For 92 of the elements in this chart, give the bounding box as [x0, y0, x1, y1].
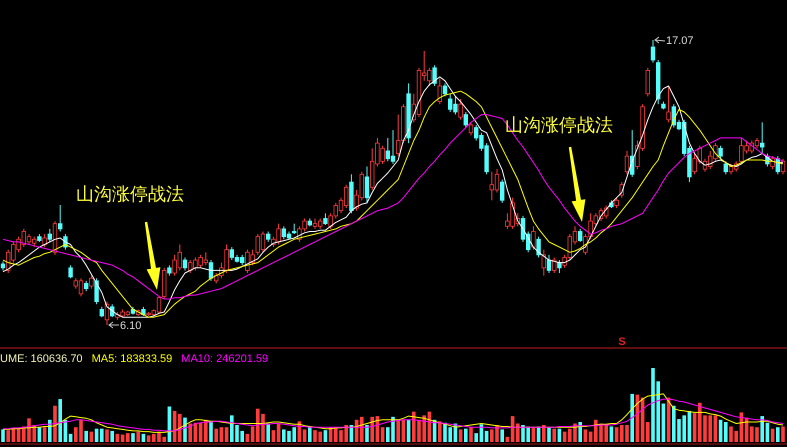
bar: [131, 433, 135, 442]
bar: [630, 394, 634, 442]
candlestick: [724, 160, 728, 175]
bar: [781, 426, 785, 442]
annotation: 山沟涨停战法: [505, 115, 613, 135]
bar: [438, 421, 442, 442]
bar: [209, 422, 213, 442]
bar: [142, 434, 146, 442]
bar: [365, 424, 369, 442]
bar: [84, 430, 88, 442]
bar: [469, 427, 473, 442]
bar: [183, 418, 187, 442]
text: MA5: 183833.59: [92, 353, 172, 365]
bar: [776, 427, 780, 442]
bar: [1, 429, 5, 442]
bar: [324, 430, 328, 442]
bar: [116, 434, 120, 442]
bar: [547, 427, 551, 442]
bar: [136, 432, 140, 442]
candlestick: [552, 256, 556, 274]
candlestick: [666, 85, 671, 123]
bar: [532, 427, 536, 442]
bar: [42, 427, 46, 442]
candlestick: [614, 197, 619, 209]
candlestick: [42, 234, 47, 248]
candlestick: [182, 256, 188, 271]
annotation: 山沟涨停战法: [76, 184, 184, 204]
bar: [38, 427, 42, 442]
candlestick: [624, 150, 630, 175]
bar: [406, 420, 410, 442]
candlestick: [292, 223, 296, 235]
candlestick: [89, 275, 94, 290]
candlestick: [468, 122, 474, 136]
annotation: 17.07: [666, 35, 694, 47]
bar: [584, 429, 588, 442]
bar: [53, 406, 57, 442]
candlestick: [84, 280, 88, 292]
candlestick: [500, 179, 504, 204]
bar: [350, 424, 354, 442]
candlestick: [0, 260, 6, 271]
candlestick: [58, 204, 62, 232]
bar: [308, 427, 312, 442]
bar: [552, 428, 556, 442]
candlestick: [718, 145, 723, 160]
bar: [68, 434, 72, 442]
bar: [536, 426, 540, 442]
candlestick: [266, 230, 270, 242]
candlestick: [364, 166, 370, 204]
bar: [542, 424, 546, 442]
text: UME: 160636.70: [0, 353, 83, 365]
candlestick: [536, 236, 541, 258]
candlestick: [650, 40, 656, 64]
bar: [458, 429, 462, 442]
candlestick: [464, 111, 468, 128]
bar: [506, 436, 510, 442]
bar: [105, 429, 109, 442]
candlestick: [760, 122, 764, 154]
bar: [636, 394, 640, 442]
bar: [276, 424, 280, 442]
bar: [610, 426, 614, 442]
candlestick: [323, 212, 328, 226]
bar: [302, 429, 306, 442]
annotation: 6.10: [120, 320, 142, 332]
candlestick: [432, 64, 437, 86]
bar: [770, 428, 774, 442]
text: MA10: 246201.59: [181, 353, 268, 365]
candlestick: [646, 67, 650, 97]
bar: [168, 406, 172, 442]
bar: [246, 434, 250, 442]
bar: [500, 429, 504, 442]
candlestick: [531, 226, 536, 250]
text: S: [618, 336, 626, 348]
bar: [464, 428, 468, 442]
candlestick: [438, 78, 442, 105]
candlestick: [578, 228, 582, 242]
bar: [666, 398, 670, 442]
candlestick: [458, 98, 463, 120]
bar: [380, 427, 384, 442]
candlestick: [542, 249, 546, 276]
bar: [558, 428, 562, 442]
bar: [266, 424, 270, 442]
candlestick: [442, 82, 448, 97]
bar: [224, 427, 228, 442]
candlestick: [110, 304, 114, 318]
bar: [110, 430, 114, 442]
candlestick: [167, 264, 172, 276]
bar: [272, 430, 276, 442]
bar: [90, 432, 94, 442]
candlestick: [48, 228, 52, 242]
candlestick: [100, 306, 104, 318]
bar: [484, 430, 488, 442]
candlestick: [68, 264, 73, 279]
